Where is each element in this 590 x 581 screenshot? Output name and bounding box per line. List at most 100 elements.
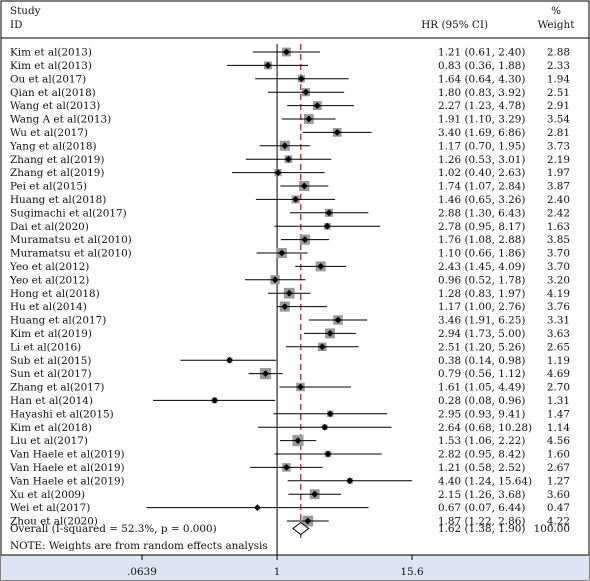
header-weight-percent: % [551,5,561,17]
weight-text: 2.33 [547,60,570,72]
hr-ci-text: 3.40 (1.69, 6.86) [438,127,525,139]
hr-ci-text: 1.28 (0.83, 1.97) [438,288,525,300]
point-estimate [226,356,233,364]
study-id: Sub et al(2015) [10,355,91,367]
footer-note: NOTE: Weights are from random effects an… [10,540,268,552]
point-estimate [305,115,313,123]
hr-ci-text: 0.28 (0.08, 0.96) [438,395,525,407]
study-row: Kim et al(2013) 0.83 (0.36, 1.88) 2.33 [10,60,570,72]
study-id: Dai et al(2020) [10,221,89,233]
hr-ci-text: 3.46 (1.91, 6.25) [438,315,525,327]
weight-text: 3.87 [547,181,570,193]
overall-diamond [292,521,310,536]
weight-text: 1.97 [547,167,570,179]
study-id: Li et al(2016) [10,341,81,353]
study-rows: Kim et al(2013) 1.21 (0.61, 2.40) 2.88Kim … [9,47,570,528]
hr-ci-text: 0.96 (0.52, 1.78) [438,274,525,286]
point-estimate [326,330,334,337]
point-estimate [325,209,333,217]
point-estimate [323,222,331,230]
hr-ci-text: 1.87 (1.22, 2.86) [438,516,525,528]
weight-text: 4.69 [547,368,570,380]
study-id: Wu et al(2017) [10,127,88,139]
study-id: Yeo et al(2012) [9,274,89,286]
hr-ci-text: 2.94 (1.73, 5.00) [438,328,525,340]
point-estimate [294,437,302,444]
study-row: Sugimachi et al(2017) 2.88 (1.30, 6.43) 2.… [10,207,570,219]
weight-text: 2.42 [547,207,570,219]
study-row: Qian et al(2018) 1.80 (0.83, 3.92) 2.51 [10,87,570,99]
study-row: Zhang et al(2019) 1.26 (0.53, 3.01) 2.19 [10,154,570,166]
hr-ci-text: 1.46 (0.65, 3.26) [438,194,525,206]
hr-ci-text: 2.88 (1.30, 6.43) [438,207,525,219]
hr-ci-text: 1.91 (1.10, 3.29) [438,114,525,126]
x-axis-ticks: .0639 1 15.6 [127,555,424,578]
point-estimate [281,303,289,310]
study-row: Huang et al(2018) 1.46 (0.65, 3.26) 2.40 [10,194,570,206]
point-estimate [262,370,269,377]
hr-ci-text: 2.15 (1.26, 3.68) [438,489,525,501]
study-id: Qian et al(2018) [10,87,96,99]
point-estimate [254,504,261,511]
weight-text: 3.63 [547,328,570,340]
study-id: Huang et al(2017) [10,315,106,327]
study-row: Sun et al(2017) 0.79 (0.56, 1.12) 4.69 [10,367,570,380]
hr-ci-text: 1.21 (0.61, 2.40) [438,47,525,59]
study-row: Xu et al(2009) 2.15 (1.26, 3.68) 3.60 [10,489,570,501]
weight-text: 1.60 [547,449,570,461]
hr-ci-text: 0.83 (0.36, 1.88) [438,60,525,72]
study-row: Li et al(2016) 2.51 (1.20, 5.26) 2.65 [10,341,570,353]
weight-text: 1.19 [547,355,570,367]
study-row: Van Haele et al(2019) 1.21 (0.58, 2.52) 2.… [9,462,570,474]
weight-text: 2.88 [547,47,570,59]
hr-ci-text: 1.64 (0.64, 4.30) [438,73,525,85]
weight-text: 3.85 [547,234,570,246]
point-estimate [281,142,289,150]
study-row: Hong et al(2018) 1.28 (0.83, 1.97) 4.19 [10,288,570,300]
point-estimate [283,464,290,471]
x-tick-label: 15.6 [400,566,423,578]
hr-ci-text: 1.74 (1.07, 2.84) [438,181,525,193]
weight-text: 1.27 [547,475,570,487]
study-id: Huang et al(2018) [10,194,106,206]
hr-ci-text: 2.78 (0.95, 8.17) [438,221,525,233]
point-estimate [311,490,319,498]
study-row: Kim et al(2013) 1.21 (0.61, 2.40) 2.88 [10,47,570,59]
study-row: Wei et al(2017) 0.67 (0.07, 6.44) 0.47 [10,502,570,514]
hr-ci-text: 2.95 (0.93, 9.41) [438,408,525,420]
hr-ci-text: 0.79 (0.56, 1.12) [438,368,525,380]
weight-text: 2.70 [547,382,570,394]
hr-ci-text: 4.40 (1.24, 15.64) [438,475,532,487]
study-row: Muramatsu et al(2010) 1.10 (0.66, 1.86) 3.… [10,248,570,260]
study-id: Zhou et al(2020) [10,516,98,528]
study-row: Yeo et al(2012) 2.43 (1.45, 4.09) 3.70 [9,261,570,273]
hr-ci-text: 1.17 (1.00, 2.76) [438,301,525,313]
overall-weight-text: 100.00 [534,523,570,535]
study-id: Muramatsu et al(2010) [10,248,132,260]
weight-text: 3.73 [547,140,570,152]
header-weight: Weight [538,19,576,31]
study-row: Wang et al(2013) 2.27 (1.23, 4.78) 2.91 [10,100,570,112]
point-estimate [278,249,286,257]
study-row: Wu et al(2017) 3.40 (1.69, 6.86) 2.81 [10,127,570,139]
hr-ci-text: 2.51 (1.20, 5.26) [438,341,525,353]
study-row: Ou et al(2017) 1.64 (0.64, 4.30) 1.94 [10,73,570,85]
weight-text: 4.22 [547,516,570,528]
point-estimate [324,450,332,458]
overall-label: Overall (I-squared = 52.3%, p = 0.000) [10,523,217,535]
study-id: Hong et al(2018) [10,288,100,300]
study-row: Kim et al(2019) 2.94 (1.73, 5.00) 3.63 [10,328,570,340]
point-estimate [297,383,304,391]
study-row: Sub et al(2015) 0.38 (0.14, 0.98) 1.19 [10,355,570,367]
overall-ci-text: 1.62 (1.38, 1.90) [438,523,525,535]
point-estimate [333,129,341,136]
hr-ci-text: 1.17 (0.70, 1.95) [438,140,525,152]
study-row: Muramatsu et al(2010) 1.76 (1.08, 2.88) 3.… [10,234,570,246]
study-id: Wei et al(2017) [10,502,90,514]
header-id: ID [10,19,22,31]
point-estimate [313,102,321,109]
weight-text: 3.76 [547,301,570,313]
point-estimate [318,343,326,351]
study-id: Kim et al(2019) [10,328,92,340]
